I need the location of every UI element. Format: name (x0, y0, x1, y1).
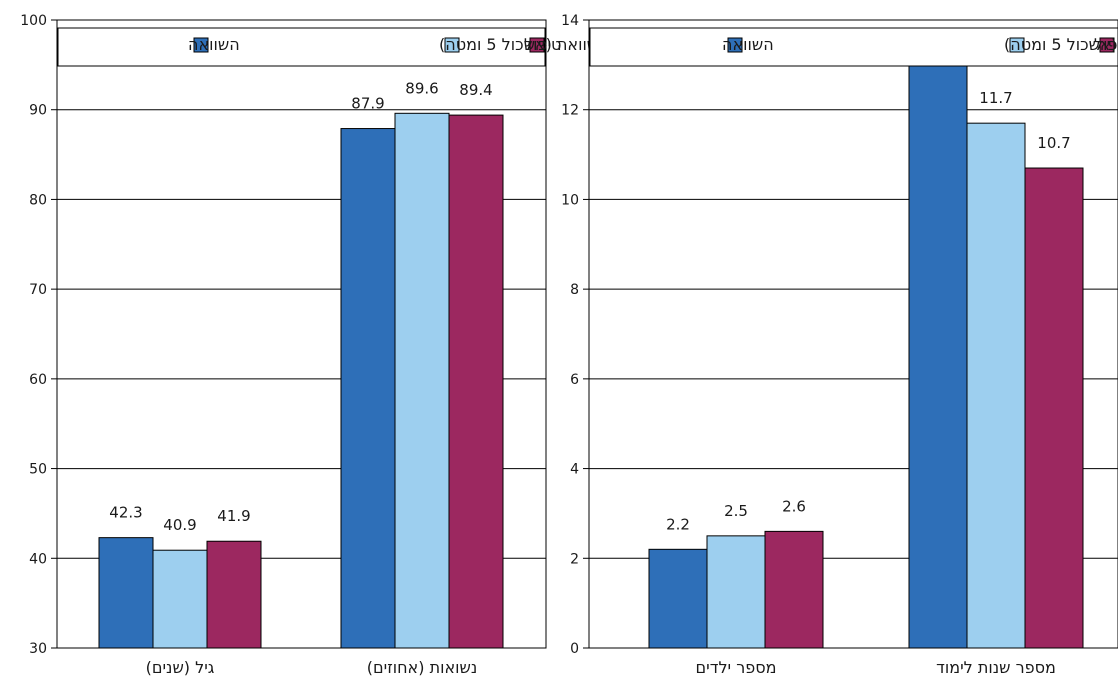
bar (448, 114, 504, 649)
data-label: 2.2 (666, 515, 690, 533)
legend-swatch (727, 37, 743, 53)
data-label: 11.7 (979, 89, 1012, 107)
legend-label: השוואה (אשכול 5 ומטה) (1004, 35, 1118, 54)
bar (1024, 167, 1084, 649)
bar (206, 540, 262, 649)
y-tick-label: 2 (570, 551, 579, 567)
y-tick-label: 70 (29, 282, 47, 298)
legend-label: טיפול (524, 35, 561, 54)
data-label: 40.9 (163, 516, 196, 534)
y-tick-label: 90 (29, 103, 47, 119)
y-tick-label: 10 (561, 192, 579, 208)
bar (98, 537, 154, 649)
legend-swatch (444, 37, 460, 53)
y-tick-label: 50 (29, 462, 47, 478)
legend-swatch (1099, 37, 1115, 53)
y-tick-label: 40 (29, 551, 47, 567)
bar (966, 122, 1026, 649)
bar (908, 59, 968, 649)
y-tick-label: 8 (570, 282, 579, 298)
legend-label: השוואה (188, 35, 240, 54)
y-tick-label: 12 (561, 103, 579, 119)
bar (764, 530, 824, 649)
legend-swatch (529, 37, 545, 53)
legend-swatch (1009, 37, 1025, 53)
data-label: 2.5 (724, 502, 748, 520)
legend-label: השוואה (722, 35, 774, 54)
y-tick-label: 60 (29, 372, 47, 388)
y-tick-label: 80 (29, 192, 47, 208)
bar (394, 112, 450, 649)
data-label: 2.6 (782, 497, 806, 515)
data-label: 87.9 (351, 95, 384, 113)
bar (648, 548, 708, 649)
plot-frame (588, 19, 1118, 649)
y-tick-label: 30 (29, 641, 47, 657)
bar (152, 549, 208, 649)
legend-label: השוואה (אשכול 5 ומטה) (439, 35, 609, 54)
legend-swatch (193, 37, 209, 53)
y-tick-label: 100 (20, 13, 47, 29)
y-tick-label: 0 (570, 641, 579, 657)
legend-label: טיפול (1094, 35, 1118, 54)
data-label: 89.4 (459, 81, 492, 99)
y-tick-label: 4 (570, 462, 579, 478)
legend-box (57, 27, 546, 67)
data-label: 10.7 (1037, 134, 1070, 152)
x-category-label: נשואות (אחוזים) (367, 658, 477, 677)
x-category-label: גיל (שנים) (146, 658, 215, 677)
bar (706, 535, 766, 649)
y-tick-label: 6 (570, 372, 579, 388)
bar (340, 128, 396, 649)
data-label: 42.3 (109, 504, 142, 522)
plot-frame (56, 19, 547, 649)
data-label: 41.9 (217, 507, 250, 525)
data-label: 89.6 (405, 79, 438, 97)
x-category-label: מספר שנות לימוד (936, 658, 1056, 677)
x-category-label: מספר ילדים (696, 658, 777, 677)
y-tick-label: 14 (561, 13, 579, 29)
legend-box (589, 27, 1118, 67)
